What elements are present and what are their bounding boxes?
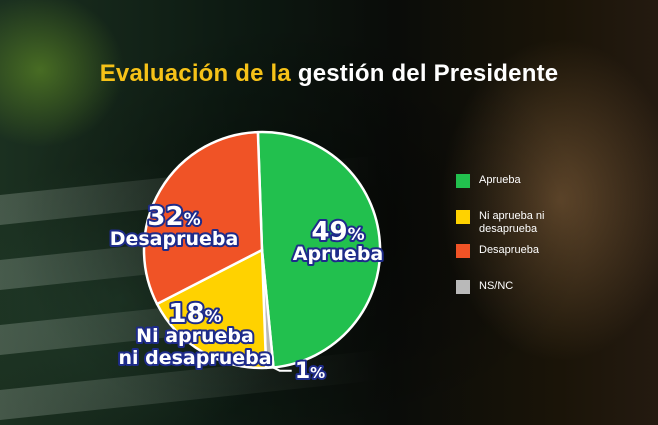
pie-slice-aprueba bbox=[256, 130, 382, 369]
pie-slice-ni bbox=[155, 248, 268, 370]
legend-swatch-aprueba bbox=[456, 174, 470, 188]
chart-title-part1: Evaluación de la bbox=[99, 60, 291, 87]
legend-label-desaprueba: Desaprueba bbox=[479, 244, 539, 256]
legend-item-desaprueba: Desaprueba bbox=[456, 244, 589, 258]
data-label-category-desaprueba: Desaprueba bbox=[110, 228, 239, 250]
nsnc-leader-line bbox=[269, 364, 292, 372]
data-label-value-ni: 18% bbox=[168, 299, 221, 329]
legend-item-nsnc: NS/NC bbox=[456, 280, 589, 294]
pie-slice-desaprueba bbox=[142, 130, 264, 306]
legend-label-ni: Ni aprueba ni desaprueba bbox=[479, 210, 545, 235]
data-label-category-ni: ni desaprueba bbox=[118, 347, 271, 369]
data-label-value-nsnc: 1% bbox=[295, 359, 325, 384]
pie-slices bbox=[142, 130, 382, 370]
data-label-category-aprueba: Aprueba bbox=[293, 243, 384, 265]
data-label-value-desaprueba: 32% bbox=[147, 202, 200, 232]
legend-swatch-ni bbox=[456, 210, 470, 224]
data-label-category-ni: Ni aprueba bbox=[136, 325, 254, 347]
legend-label-aprueba: Aprueba bbox=[479, 174, 521, 186]
chart-title: Evaluación de la gestión del Presidente bbox=[0, 60, 658, 88]
legend-item-aprueba: Aprueba bbox=[456, 174, 589, 188]
chart-title-part2: gestión del Presidente bbox=[297, 60, 559, 87]
legend-label-nsnc: NS/NC bbox=[479, 280, 514, 292]
data-label-value-aprueba: 49% bbox=[311, 217, 364, 247]
legend-swatch-desaprueba bbox=[456, 244, 470, 258]
legend-swatch-nsnc bbox=[456, 280, 470, 294]
legend-item-ni: Ni aprueba ni desaprueba bbox=[456, 210, 589, 236]
